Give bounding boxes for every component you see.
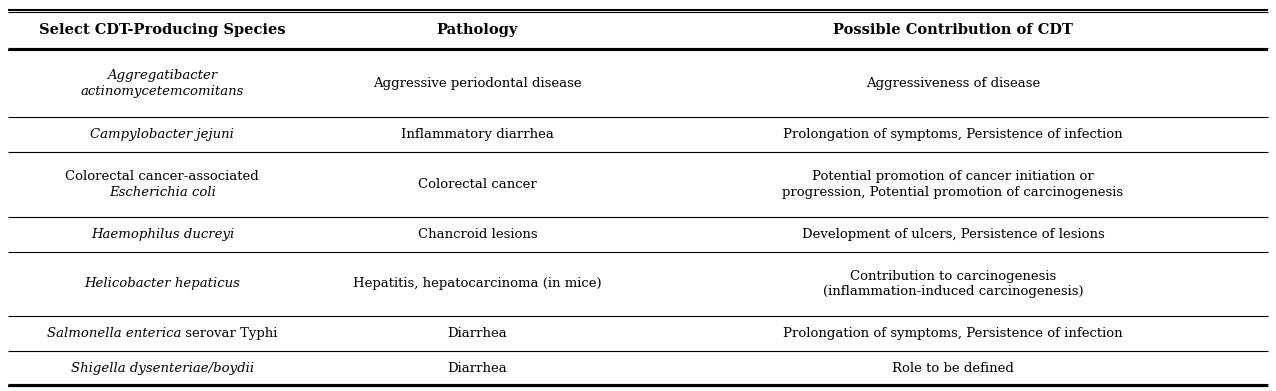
Text: Inflammatory diarrhea: Inflammatory diarrhea xyxy=(401,128,554,141)
Text: Escherichia coli: Escherichia coli xyxy=(108,186,216,199)
Text: Aggressive periodontal disease: Aggressive periodontal disease xyxy=(373,77,582,90)
Text: Diarrhea: Diarrhea xyxy=(448,362,508,375)
Text: Contribution to carcinogenesis: Contribution to carcinogenesis xyxy=(850,269,1057,283)
Text: Helicobacter hepaticus: Helicobacter hepaticus xyxy=(84,277,240,290)
Text: Development of ulcers, Persistence of lesions: Development of ulcers, Persistence of le… xyxy=(801,228,1104,241)
Text: Salmonella enterica: Salmonella enterica xyxy=(47,326,181,340)
Text: progression, Potential promotion of carcinogenesis: progression, Potential promotion of carc… xyxy=(782,186,1124,199)
Text: Colorectal cancer: Colorectal cancer xyxy=(419,178,537,191)
Text: Colorectal cancer-associated: Colorectal cancer-associated xyxy=(65,170,259,183)
Text: Diarrhea: Diarrhea xyxy=(448,326,508,340)
Text: Aggregatibacter: Aggregatibacter xyxy=(107,69,217,82)
Text: Role to be defined: Role to be defined xyxy=(892,362,1014,375)
Text: (inflammation-induced carcinogenesis): (inflammation-induced carcinogenesis) xyxy=(823,285,1083,298)
Text: Shigella dysenteriae/boydii: Shigella dysenteriae/boydii xyxy=(70,362,254,375)
Text: Salmonella enterica serovar Typhi: Salmonella enterica serovar Typhi xyxy=(47,326,277,340)
Text: serovar Typhi: serovar Typhi xyxy=(181,326,278,340)
Text: Prolongation of symptoms, Persistence of infection: Prolongation of symptoms, Persistence of… xyxy=(783,326,1123,340)
Text: Prolongation of symptoms, Persistence of infection: Prolongation of symptoms, Persistence of… xyxy=(783,128,1123,141)
Text: Haemophilus ducreyi: Haemophilus ducreyi xyxy=(91,228,234,241)
Text: Hepatitis, hepatocarcinoma (in mice): Hepatitis, hepatocarcinoma (in mice) xyxy=(353,277,602,290)
Text: Select CDT-Producing Species: Select CDT-Producing Species xyxy=(40,23,286,37)
Text: actinomycetemcomitans: actinomycetemcomitans xyxy=(80,85,244,98)
Text: Chancroid lesions: Chancroid lesions xyxy=(417,228,537,241)
Text: Potential promotion of cancer initiation or: Potential promotion of cancer initiation… xyxy=(812,170,1094,183)
Text: Campylobacter jejuni: Campylobacter jejuni xyxy=(91,128,235,141)
Text: Pathology: Pathology xyxy=(436,23,518,37)
Text: Aggressiveness of disease: Aggressiveness of disease xyxy=(866,77,1040,90)
Text: Possible Contribution of CDT: Possible Contribution of CDT xyxy=(833,23,1073,37)
